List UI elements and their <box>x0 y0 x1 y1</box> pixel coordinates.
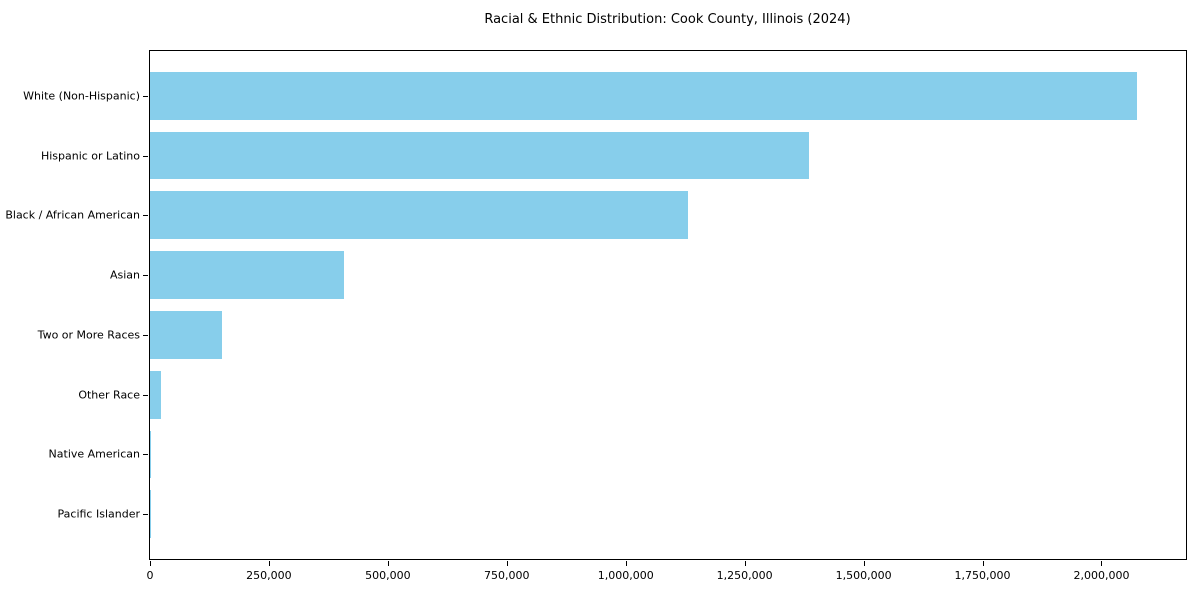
x-tick-mark <box>387 561 389 566</box>
bar <box>150 191 689 240</box>
x-tick-label: 250,000 <box>246 569 292 582</box>
chart-title: Racial & Ethnic Distribution: Cook Count… <box>484 12 851 27</box>
x-tick-label: 1,000,000 <box>597 569 654 582</box>
y-tick-label: Hispanic or Latino <box>40 149 140 163</box>
y-tick-mark <box>143 514 148 516</box>
x-tick-mark <box>506 561 508 566</box>
y-tick-mark <box>143 155 148 157</box>
x-tick-label: 750,000 <box>484 569 530 582</box>
x-tick-mark <box>625 561 627 566</box>
y-tick-label: White (Non-Hispanic) <box>23 89 140 103</box>
y-tick-mark <box>143 394 148 396</box>
bar <box>150 251 345 299</box>
y-tick-mark <box>143 215 148 217</box>
y-tick-label: Asian <box>109 268 140 282</box>
bar <box>150 71 1137 120</box>
y-tick-mark <box>143 334 148 336</box>
x-tick-label: 500,000 <box>365 569 411 582</box>
x-tick-label: 2,000,000 <box>1073 569 1130 582</box>
x-tick-mark <box>982 561 984 566</box>
x-tick-mark <box>863 561 865 566</box>
bar <box>150 370 162 419</box>
y-tick-label: Other Race <box>78 388 140 402</box>
y-tick-mark <box>143 275 148 277</box>
x-tick-mark <box>744 561 746 566</box>
y-tick-label: Black / African American <box>5 208 140 222</box>
y-tick-label: Native American <box>48 447 140 461</box>
bar <box>150 310 222 359</box>
x-tick-label: 1,500,000 <box>835 569 892 582</box>
x-tick-label: 0 <box>146 569 154 582</box>
y-tick-label: Two or More Races <box>37 328 140 342</box>
x-tick-mark <box>150 561 151 566</box>
x-tick-label: 1,750,000 <box>954 569 1011 582</box>
bar <box>150 490 151 539</box>
bar <box>150 131 809 180</box>
y-tick-label: Pacific Islander <box>57 507 140 521</box>
x-tick-mark <box>1101 561 1103 566</box>
x-tick-label: 1,250,000 <box>716 569 773 582</box>
plot-area: White (Non-Hispanic) Hispanic or Latino Bl… <box>5 50 1187 582</box>
bar <box>150 430 152 479</box>
x-tick-mark <box>268 561 270 566</box>
y-tick-mark <box>143 95 148 97</box>
y-tick-mark <box>143 454 148 456</box>
